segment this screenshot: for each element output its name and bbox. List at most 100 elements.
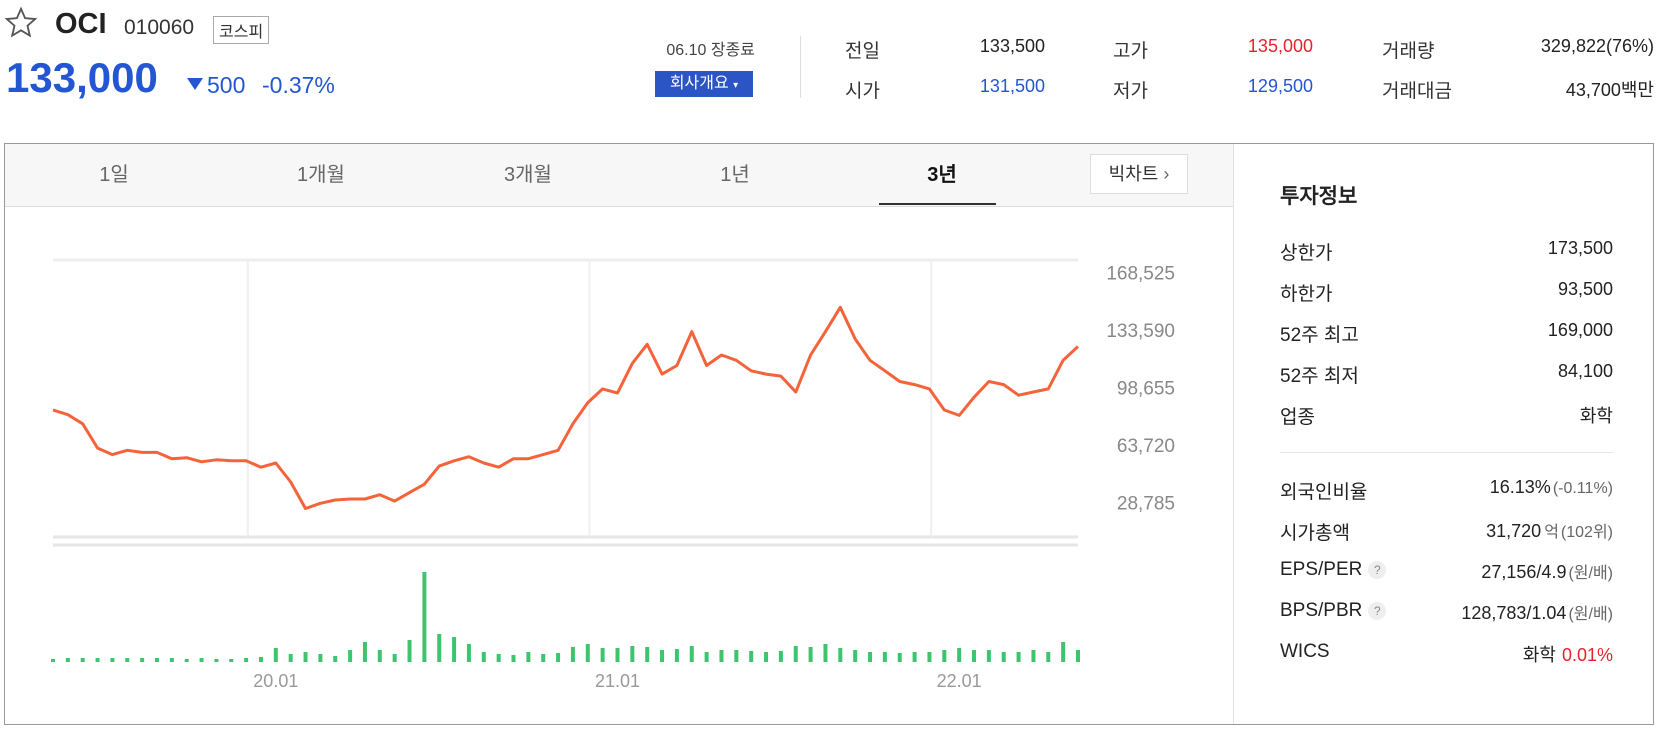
big-chart-button[interactable]: 빅차트 ›: [1090, 154, 1188, 194]
volume-bar: [749, 651, 754, 662]
divider: [800, 36, 801, 98]
volume-bar: [585, 644, 590, 662]
volume-bar: [912, 652, 917, 662]
volume-bar: [333, 656, 338, 662]
info-sub: (102위): [1560, 524, 1613, 541]
volume-bar: [764, 652, 769, 662]
stat-label: 시가: [845, 81, 880, 102]
volume-bar: [437, 634, 442, 662]
volume-bar: [154, 658, 159, 662]
volume-bar: [615, 648, 620, 662]
volume-bar: [229, 659, 234, 662]
volume-bar: [1076, 650, 1080, 662]
info-value: 화학 0.01%: [1523, 641, 1613, 667]
info-label: 상한가: [1280, 238, 1332, 265]
period-tab-active[interactable]: 3년: [927, 164, 957, 186]
period-tab[interactable]: 1일: [99, 164, 129, 186]
info-value-text: 31,720: [1486, 521, 1542, 541]
info-value-text: 84,100: [1557, 361, 1613, 381]
info-value-text: 16.13%: [1489, 477, 1551, 497]
stat-label: 전일: [845, 41, 880, 62]
volume-bar: [140, 658, 145, 662]
info-label: WICS: [1280, 641, 1330, 663]
volume-bar: [778, 651, 783, 662]
current-price: 133,000: [6, 54, 158, 101]
x-tick-label: 21.01: [595, 671, 640, 691]
info-label-text: 업종: [1280, 407, 1315, 428]
info-label-text: EPS/PER: [1280, 559, 1363, 580]
info-change: 0.01%: [1561, 645, 1613, 665]
help-icon[interactable]: ?: [1368, 601, 1387, 620]
info-label: BPS/PBR?: [1280, 600, 1387, 622]
volume-bar: [823, 644, 828, 662]
stat-unit: 백만: [1620, 80, 1654, 100]
volume-bar: [318, 654, 323, 662]
volume-bar: [303, 652, 308, 662]
period-tab[interactable]: 1개월: [297, 164, 345, 186]
volume-bar: [719, 650, 724, 662]
info-label-text: BPS/PBR: [1280, 600, 1363, 621]
volume-bar: [897, 653, 902, 662]
volume-bar: [348, 650, 353, 662]
volume-bar: [110, 658, 115, 662]
info-label-text: WICS: [1280, 641, 1330, 662]
volume-bar: [556, 653, 561, 662]
active-underline: [879, 203, 996, 205]
stat-value: 135,000: [1247, 36, 1313, 56]
info-unit: 억: [1544, 524, 1559, 541]
volume-bar: [674, 649, 679, 662]
period-tab[interactable]: 1년: [720, 164, 750, 186]
info-value-text: 27,156/4.9: [1481, 562, 1567, 582]
volume-bar: [51, 659, 55, 662]
info-value: 화학: [1580, 402, 1613, 428]
info-value-text: 173,500: [1547, 238, 1613, 258]
volume-bar: [660, 650, 665, 662]
down-arrow: [187, 78, 203, 90]
change-rate: -0.37%: [262, 72, 335, 98]
volume-bar: [972, 650, 977, 662]
price-change: 500: [207, 72, 246, 98]
stat-number: 43,700: [1565, 80, 1621, 100]
volume-bar: [65, 658, 70, 662]
info-value-text: 128,783/1.04: [1461, 603, 1567, 623]
volume-bar: [481, 652, 486, 662]
period-tab[interactable]: 3개월: [504, 164, 552, 186]
y-tick-label: 98,655: [1117, 378, 1175, 399]
company-button[interactable]: 회사개요 ▾: [655, 71, 753, 97]
info-label-text: 하한가: [1280, 284, 1333, 305]
volume-bar: [793, 646, 798, 662]
stock-code: 010060: [124, 16, 195, 39]
info-label-text: 상한가: [1280, 243, 1333, 264]
volume-bar: [570, 647, 575, 662]
y-tick-label: 133,590: [1106, 321, 1175, 342]
volume-bar: [125, 658, 130, 662]
stat-value: 329,822(76%): [1540, 36, 1654, 56]
volume-bar: [258, 657, 263, 662]
volume-bar: [1061, 642, 1066, 662]
volume-bar: [645, 647, 650, 662]
volume-bar: [288, 654, 293, 662]
favorite-star[interactable]: [4, 6, 38, 40]
stat-label: 고가: [1113, 41, 1148, 62]
volume-bar: [1001, 652, 1006, 662]
help-icon[interactable]: ?: [1368, 560, 1387, 579]
volume-bar: [957, 648, 962, 662]
volume-bar: [942, 650, 947, 662]
stat-value: 131,500: [979, 76, 1045, 96]
info-value-text: 169,000: [1547, 320, 1613, 340]
volume-bar: [244, 658, 249, 662]
volume-bar: [868, 652, 873, 662]
stat-label: 거래대금: [1382, 81, 1452, 102]
volume-bar: [184, 659, 189, 662]
stat-value: 43,700백만: [1454, 76, 1654, 102]
info-value-text: 화학: [1579, 406, 1613, 426]
x-tick-label: 20.01: [253, 671, 298, 691]
price-line: [52, 305, 1080, 510]
volume-bar: [689, 646, 694, 662]
volume-bar: [927, 652, 932, 662]
info-value: 16.13% (-0.11%): [1490, 477, 1613, 498]
volume-bar: [452, 637, 457, 662]
y-tick-label: 168,525: [1106, 263, 1175, 284]
volume-bar: [362, 642, 367, 662]
price-chart: 20.01 21.01 22.01 168,525 133,590 98,655 63,72…: [51, 258, 1175, 691]
